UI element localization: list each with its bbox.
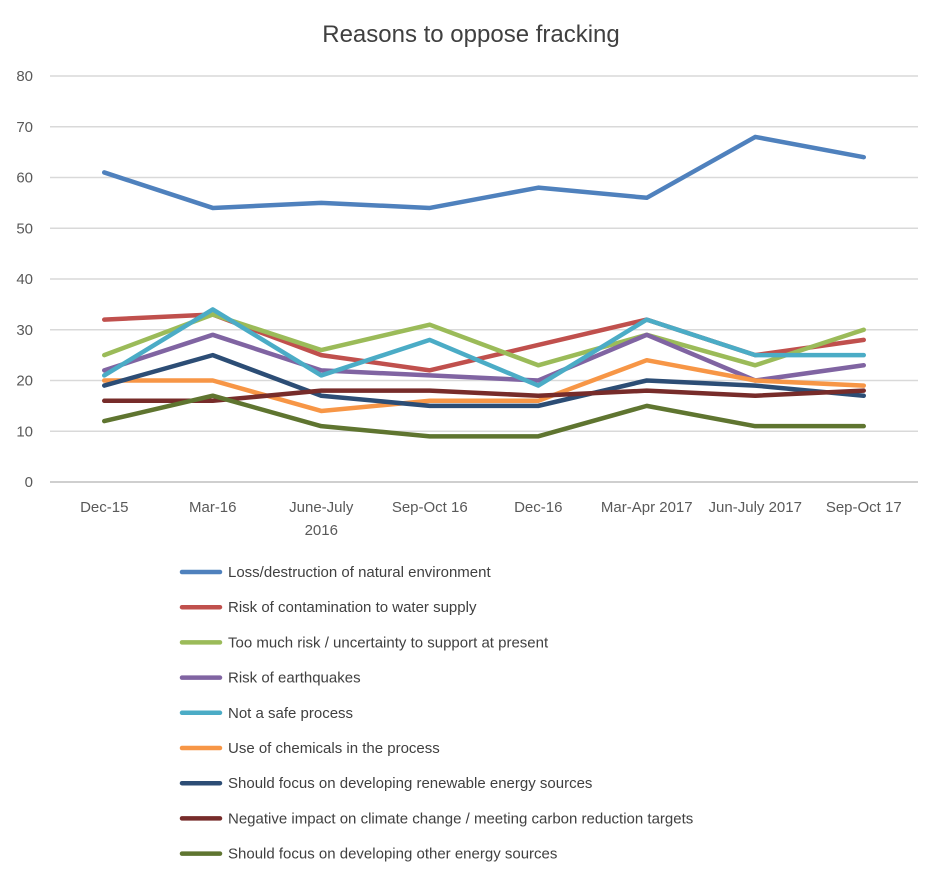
legend-label: Risk of earthquakes bbox=[228, 670, 361, 687]
series-line bbox=[102, 352, 866, 409]
y-tick-label: 30 bbox=[16, 322, 33, 339]
legend-label: Should focus on developing renewable ene… bbox=[228, 775, 592, 792]
legend-label: Use of chemicals in the process bbox=[228, 740, 440, 757]
y-tick-label: 0 bbox=[25, 474, 33, 491]
y-tick-label: 60 bbox=[16, 170, 33, 187]
y-tick-label: 50 bbox=[16, 220, 33, 237]
x-tick-label: Mar-16 bbox=[189, 499, 237, 516]
series-line bbox=[102, 134, 866, 211]
x-tick-label: Jun-July 2017 bbox=[709, 499, 802, 516]
y-tick-label: 20 bbox=[16, 373, 33, 390]
legend-label: Loss/destruction of natural environment bbox=[228, 564, 491, 581]
series-line bbox=[102, 393, 866, 439]
series-line bbox=[102, 357, 866, 414]
y-tick-label: 70 bbox=[16, 119, 33, 136]
legend-label: Negative impact on climate change / meet… bbox=[228, 810, 693, 827]
x-tick-label: Sep-Oct 16 bbox=[392, 499, 468, 516]
x-tick-label: June-July bbox=[289, 499, 354, 516]
chart-title: Reasons to oppose fracking bbox=[322, 21, 620, 48]
y-tick-label: 10 bbox=[16, 423, 33, 440]
x-tick-label: Sep-Oct 17 bbox=[826, 499, 902, 516]
y-tick-label: 40 bbox=[16, 271, 33, 288]
series-line bbox=[102, 307, 866, 388]
y-tick-label: 80 bbox=[16, 68, 33, 85]
x-tick-label: Dec-15 bbox=[80, 499, 128, 516]
x-tick-label: Mar-Apr 2017 bbox=[601, 499, 693, 516]
series-line bbox=[102, 332, 866, 383]
legend-label: Too much risk / uncertainty to support a… bbox=[228, 634, 549, 651]
legend-label: Risk of contamination to water supply bbox=[228, 599, 477, 616]
x-tick-label: Dec-16 bbox=[514, 499, 562, 516]
x-tick-label: 2016 bbox=[305, 522, 338, 539]
legend-label: Not a safe process bbox=[228, 705, 353, 722]
legend-label: Should focus on developing other energy … bbox=[228, 846, 557, 863]
